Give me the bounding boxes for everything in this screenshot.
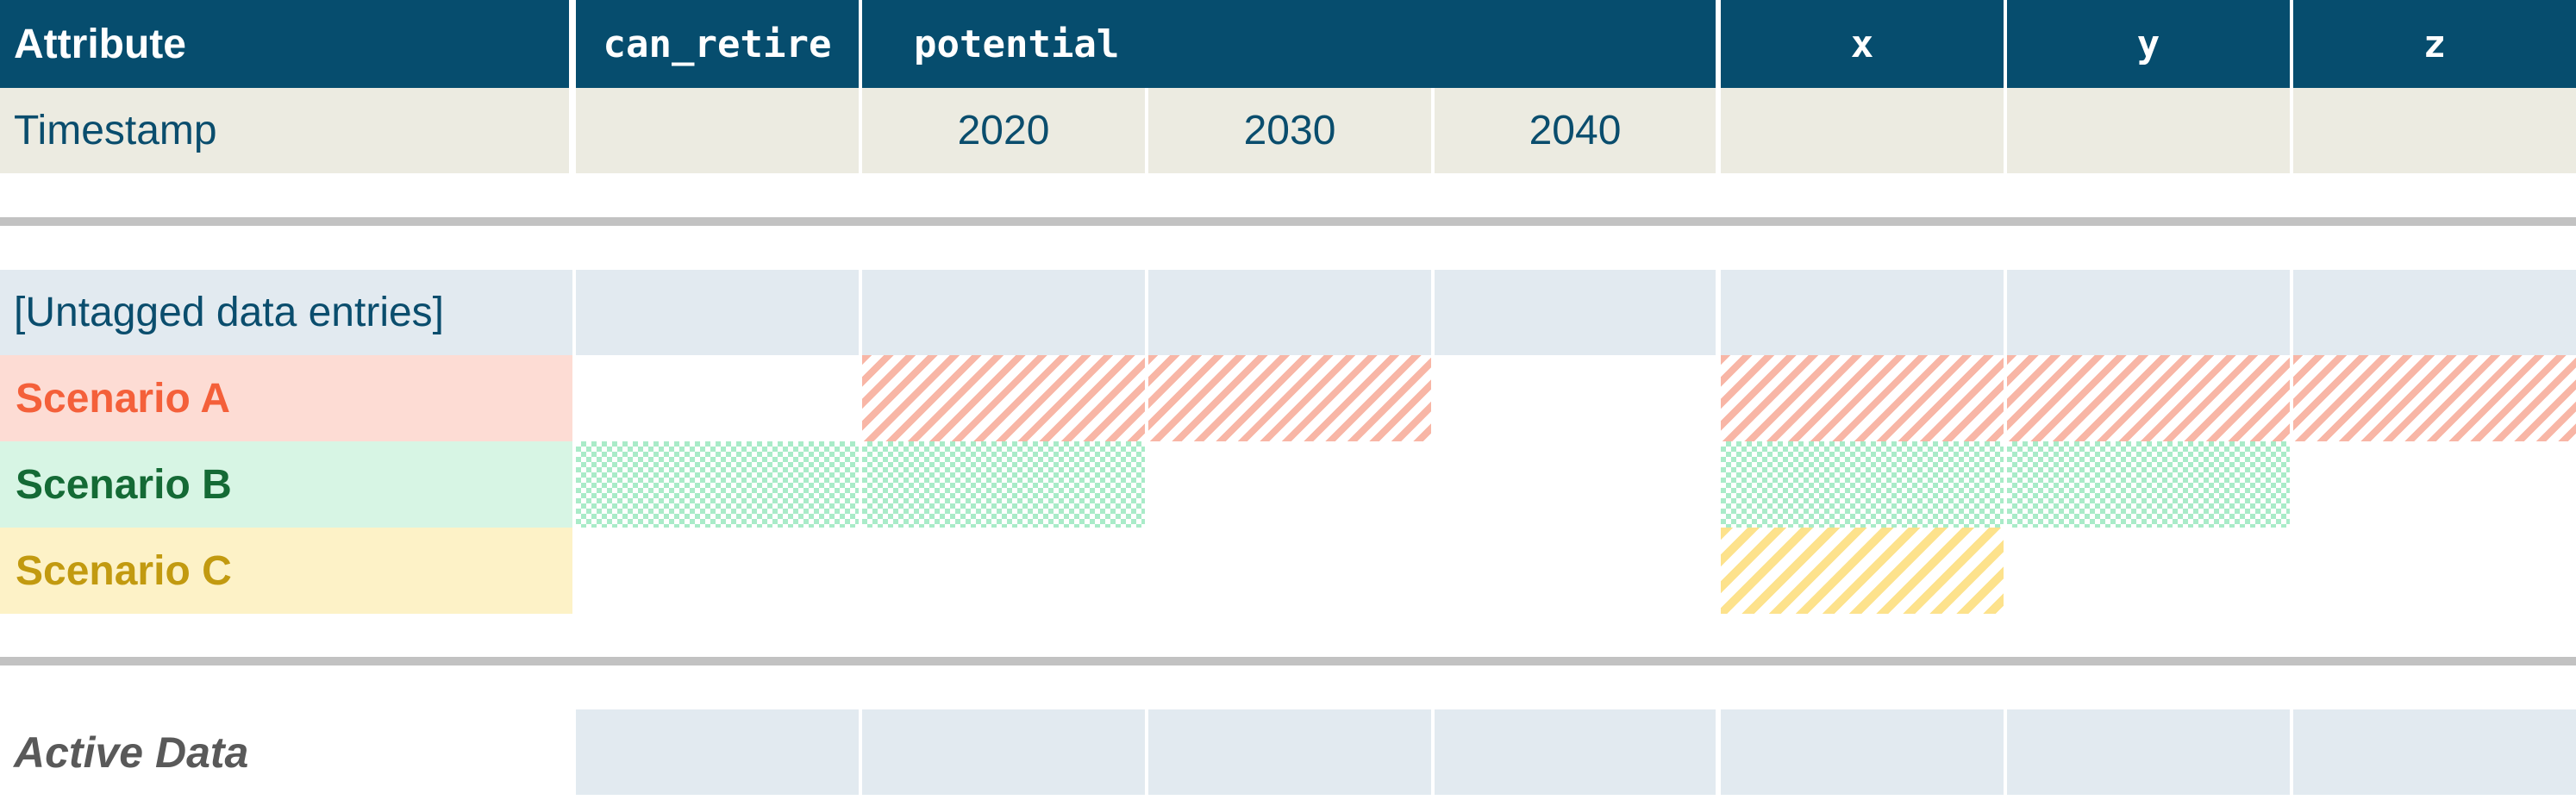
- untagged-z: [2293, 270, 2576, 355]
- timestamp-can-retire: [576, 88, 859, 173]
- header-x-label: x: [1850, 22, 1874, 66]
- timestamp-2030-label: 2030: [1243, 108, 1336, 153]
- untagged-x: [1721, 270, 2004, 355]
- header-y: y: [2007, 0, 2290, 88]
- scenario-a-potential-2020: [862, 355, 1145, 441]
- active-2030: [1148, 709, 1431, 795]
- timestamp-x: [1721, 88, 2004, 173]
- untagged-label: [Untagged data entries]: [14, 290, 445, 335]
- timestamp-2040-label: 2040: [1529, 108, 1622, 153]
- header-z: z: [2293, 0, 2576, 88]
- header-can-retire: can_retire: [576, 0, 859, 88]
- scenario-b-y: [2007, 441, 2290, 528]
- separator-bottom: [0, 657, 2576, 665]
- separator-top: [0, 217, 2576, 226]
- scenario-a-z: [2293, 355, 2576, 441]
- header-attribute-label: Attribute: [14, 21, 186, 67]
- untagged-row-label: [Untagged data entries]: [0, 270, 572, 355]
- timestamp-2020: 2020: [862, 88, 1145, 173]
- active-2040: [1435, 709, 1716, 795]
- header-potential-label: potential: [914, 22, 1120, 66]
- timestamp-row-label: Timestamp: [0, 88, 569, 173]
- active-data-label: Active Data: [0, 709, 572, 795]
- timestamp-2030: 2030: [1148, 88, 1431, 173]
- active-y: [2007, 709, 2290, 795]
- scenario-a-label: Scenario A: [0, 355, 572, 441]
- scenario-a-y: [2007, 355, 2290, 441]
- scenario-a-potential-2030: [1148, 355, 1431, 441]
- active-data-text: Active Data: [14, 728, 249, 777]
- timestamp-y: [2007, 88, 2290, 173]
- header-potential: potential: [862, 0, 1716, 88]
- scenario-c-label: Scenario C: [0, 528, 572, 614]
- active-can-retire: [576, 709, 859, 795]
- untagged-y: [2007, 270, 2290, 355]
- scenario-a-text: Scenario A: [16, 375, 230, 422]
- active-x: [1721, 709, 2004, 795]
- scenario-b-potential-2020: [862, 441, 1145, 528]
- timestamp-2040: 2040: [1435, 88, 1716, 173]
- header-x: x: [1721, 0, 2004, 88]
- header-y-label: y: [2136, 22, 2160, 66]
- header-attribute: Attribute: [0, 0, 569, 88]
- scenario-b-can-retire: [576, 441, 859, 528]
- scenario-a-x: [1721, 355, 2004, 441]
- untagged-can-retire: [576, 270, 859, 355]
- scenario-c-x: [1721, 528, 2004, 614]
- scenario-c-text: Scenario C: [16, 547, 232, 594]
- scenario-b-text: Scenario B: [16, 461, 232, 508]
- scenario-b-x: [1721, 441, 2004, 528]
- untagged-2030: [1148, 270, 1431, 355]
- timestamp-z: [2293, 88, 2576, 173]
- timestamp-label: Timestamp: [14, 108, 217, 153]
- active-z: [2293, 709, 2576, 795]
- active-2020: [862, 709, 1145, 795]
- scenario-b-label: Scenario B: [0, 441, 572, 528]
- header-z-label: z: [2423, 22, 2447, 66]
- timestamp-2020-label: 2020: [957, 108, 1050, 153]
- untagged-2020: [862, 270, 1145, 355]
- header-can-retire-label: can_retire: [603, 22, 832, 66]
- untagged-2040: [1435, 270, 1716, 355]
